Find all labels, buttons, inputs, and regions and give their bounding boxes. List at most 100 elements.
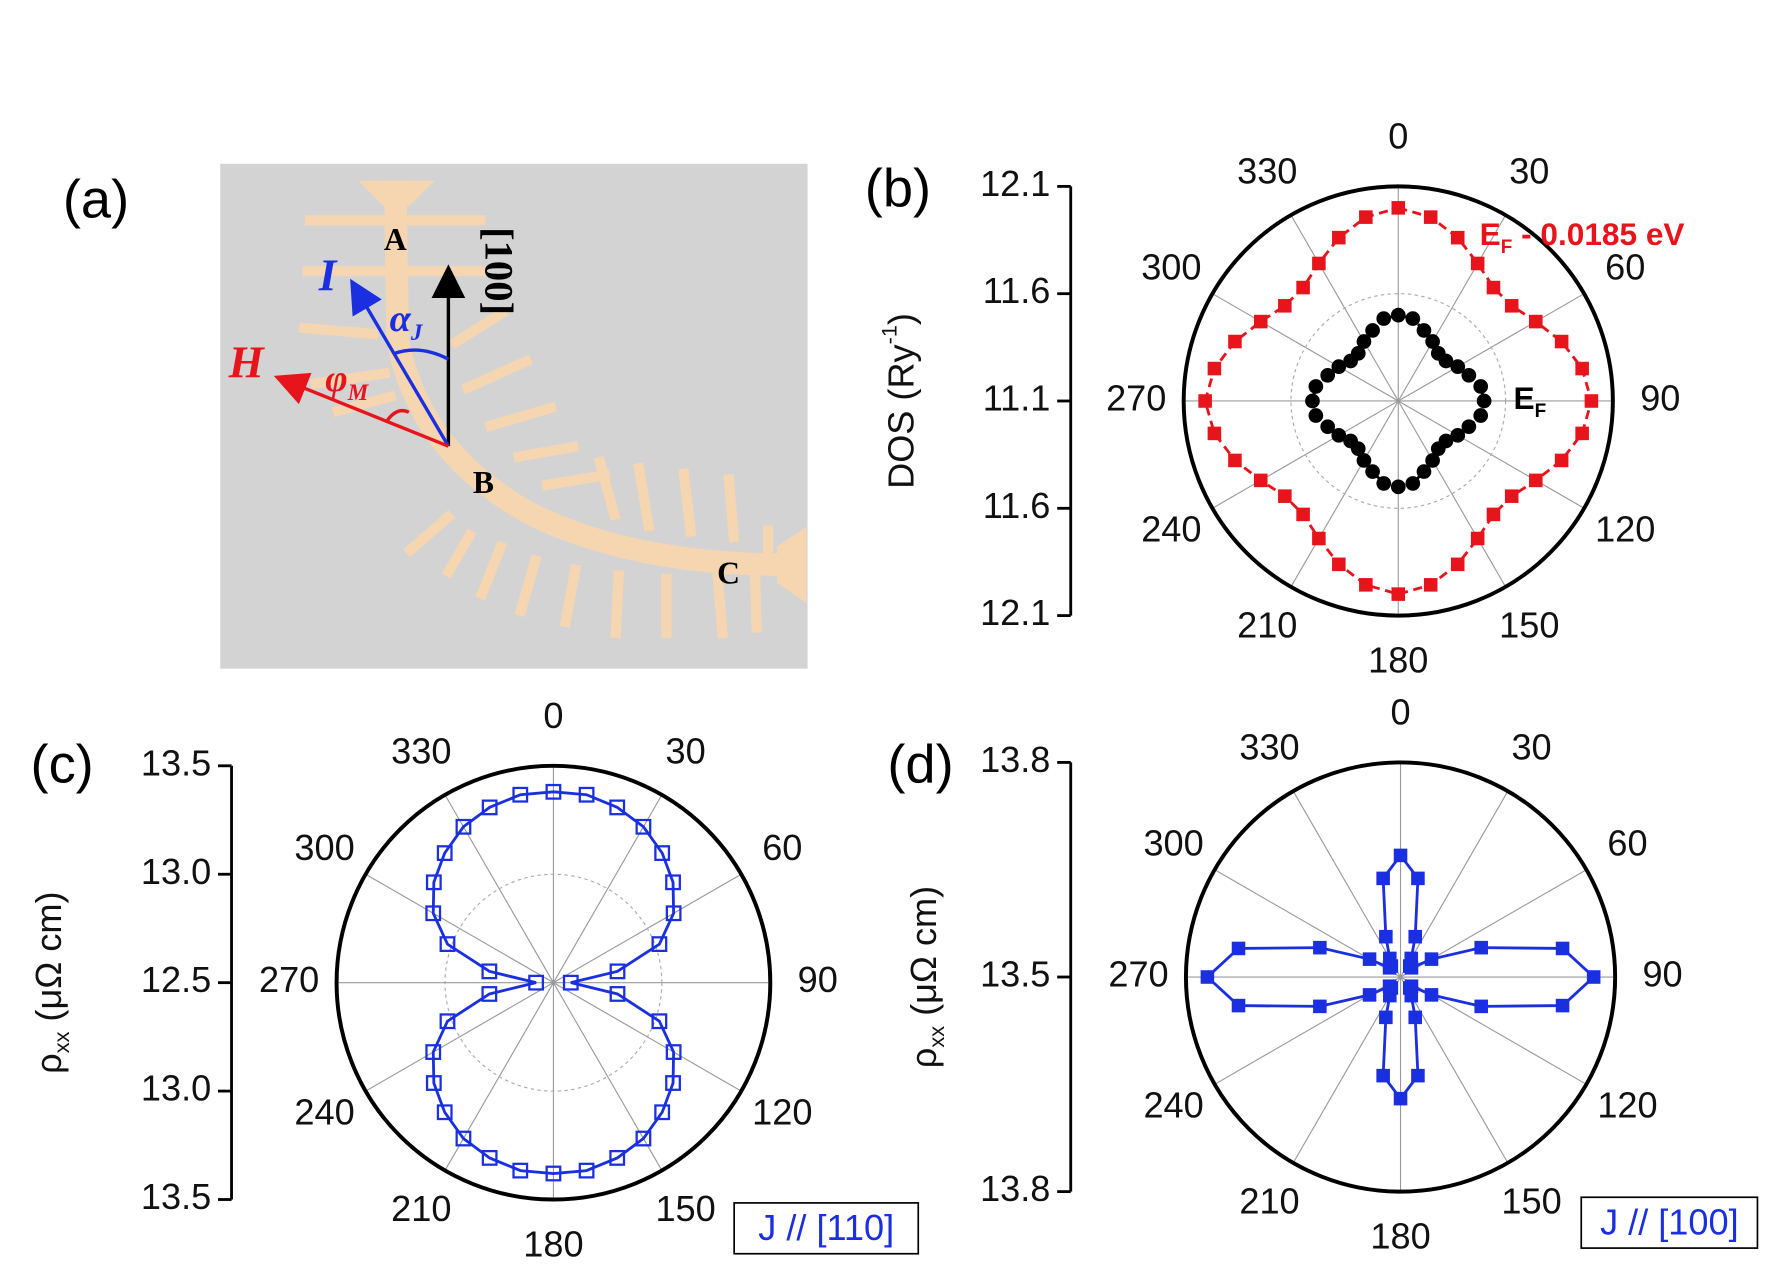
data-point — [1461, 367, 1477, 383]
data-point — [1356, 334, 1372, 349]
angle-tick-label: 120 — [752, 1091, 812, 1132]
panel-label: (c) — [31, 734, 94, 794]
data-point — [512, 1162, 529, 1179]
text-part: E — [1513, 380, 1534, 416]
data-point — [1362, 988, 1377, 1002]
data-point — [1430, 441, 1446, 457]
data-point — [1331, 359, 1347, 374]
panel-label: (a) — [63, 170, 129, 230]
data-point — [1296, 507, 1310, 522]
data-point — [1586, 970, 1601, 984]
data-point — [1411, 871, 1425, 886]
data-point — [512, 786, 529, 803]
ring-grid-line — [1183, 760, 1618, 1194]
data-point — [1308, 379, 1324, 394]
r-tick-label: 13.5 — [141, 742, 211, 783]
r-tick-label: 13.8 — [980, 1168, 1050, 1209]
data-point — [1231, 998, 1246, 1013]
data-point — [1405, 476, 1421, 491]
data-point — [1305, 393, 1320, 409]
data-point — [1376, 311, 1392, 326]
angle-tick-label: 90 — [798, 959, 838, 1000]
point-label: A — [384, 222, 407, 257]
data-point — [545, 1165, 562, 1182]
data-point — [425, 874, 442, 891]
data-point — [1473, 408, 1489, 423]
angle-tick-label: 150 — [1499, 604, 1559, 645]
angle-tick-label: 150 — [1501, 1180, 1561, 1221]
data-point — [1438, 353, 1454, 369]
text-part: ρ — [903, 1048, 944, 1069]
field-arrow — [273, 372, 450, 448]
r-tick-label: 12.5 — [141, 959, 211, 1000]
spoke-grid-line — [1400, 790, 1509, 978]
angle-tick-label: 180 — [523, 1224, 583, 1265]
data-point — [1207, 426, 1222, 441]
data-point — [609, 963, 626, 980]
data-point — [1504, 489, 1519, 503]
data-point — [1450, 230, 1465, 245]
data-point — [609, 986, 626, 1002]
data-point — [1200, 970, 1215, 984]
data-point — [1278, 299, 1292, 313]
r-tick-label: 12.1 — [980, 163, 1050, 204]
r-tick-label: 12.1 — [980, 592, 1050, 633]
text-part: φ — [325, 358, 347, 400]
data-point — [481, 799, 498, 816]
text-part: ρ — [27, 1053, 68, 1074]
angle-tick-label: 180 — [1368, 640, 1428, 681]
angle-tick-label: 120 — [1597, 1085, 1657, 1126]
data-point — [1461, 419, 1477, 435]
text-part: E — [1480, 217, 1501, 253]
angle-tick-label: 30 — [665, 730, 705, 771]
data-point — [1470, 256, 1485, 271]
angle-tick-label: 120 — [1595, 509, 1655, 550]
data-point — [1393, 1091, 1408, 1106]
data-point — [481, 963, 498, 980]
angle-tick-label: 300 — [294, 827, 354, 868]
data-point — [1391, 587, 1406, 601]
text-part: α — [390, 298, 412, 340]
spoke-grid-line — [1292, 976, 1402, 1164]
angle-tick-label: 0 — [543, 695, 563, 736]
point-label: C — [717, 555, 740, 590]
data-point — [651, 936, 668, 953]
data-point — [578, 1162, 595, 1179]
phi-arc — [386, 408, 410, 422]
angle-tick-label: 0 — [1388, 116, 1408, 157]
text-part: F — [1535, 401, 1547, 422]
angle-tick-label: 30 — [1509, 151, 1549, 192]
angle-tick-label: 30 — [1511, 727, 1551, 768]
data-point — [1575, 361, 1589, 376]
data-point — [481, 986, 498, 1002]
data-point — [1408, 1010, 1422, 1025]
r-axis-title: DOS (Ry-1) — [877, 313, 921, 489]
text-part: F — [1501, 237, 1513, 258]
text-part: xx — [49, 1031, 74, 1053]
data-point — [1253, 473, 1268, 488]
data-point — [1390, 479, 1406, 495]
data-point — [1359, 210, 1373, 224]
angle-tick-label: 300 — [1141, 247, 1201, 288]
angle-tick-label: 210 — [1239, 1180, 1299, 1221]
data-point — [1313, 940, 1327, 955]
data-point — [1554, 334, 1569, 349]
data-point — [1486, 507, 1501, 522]
r-tick-label: 13.8 — [980, 739, 1050, 780]
panel-label: (b) — [865, 158, 931, 218]
angle-tick-label: 240 — [1141, 509, 1201, 550]
data-point — [609, 799, 626, 816]
data-point — [1228, 453, 1242, 468]
data-point — [425, 905, 442, 922]
r-tick-label: 11.6 — [983, 485, 1051, 526]
data-point — [1379, 1010, 1393, 1025]
data-point — [425, 1044, 442, 1060]
angle-tick-label: 270 — [1106, 378, 1166, 419]
angle-tick-label: 330 — [1237, 151, 1297, 192]
data-point — [651, 1013, 668, 1030]
data-point — [1470, 531, 1485, 546]
data-point — [1529, 473, 1543, 488]
data-point — [425, 1075, 442, 1091]
data-point — [455, 1130, 472, 1147]
data-point — [1450, 557, 1465, 572]
